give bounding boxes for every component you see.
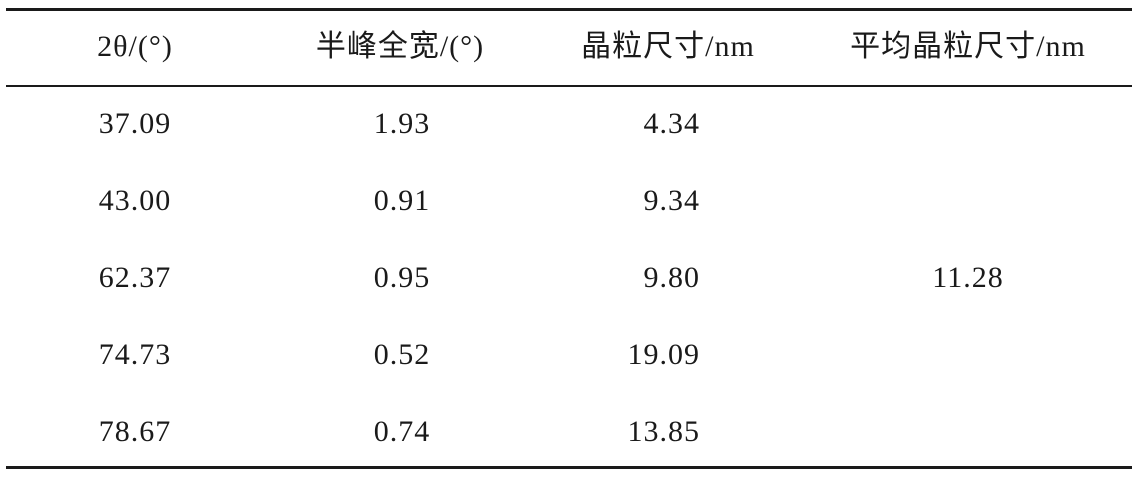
table-cell: 9.34 [643,184,700,217]
average-cell: 11.28 [932,261,1004,294]
table-cell: 78.67 [98,415,172,448]
table-cell: 0.95 [373,261,431,294]
table-cell: 0.74 [373,415,431,448]
header-cell: 晶粒尺寸/nm [581,30,755,63]
table-cell: 19.09 [627,338,700,371]
header-rule [6,85,1132,87]
table-cell: 62.37 [98,261,172,294]
table-cell: 13.85 [627,415,700,448]
header-cell: 半峰全宽/(°) [315,30,485,63]
bottom-rule [6,466,1132,469]
header-cell: 平均晶粒尺寸/nm [850,30,1086,63]
table-cell: 37.09 [98,107,172,140]
table-cell: 1.93 [373,107,431,140]
table-cell: 9.80 [643,261,700,294]
header-cell: 2θ/(°) [97,30,173,63]
table-cell: 43.00 [98,184,172,217]
table-cell: 0.91 [373,184,431,217]
top-rule [6,8,1132,11]
table-cell: 0.52 [373,338,431,371]
table-cell: 74.73 [98,338,172,371]
table-cell: 4.34 [643,107,700,140]
